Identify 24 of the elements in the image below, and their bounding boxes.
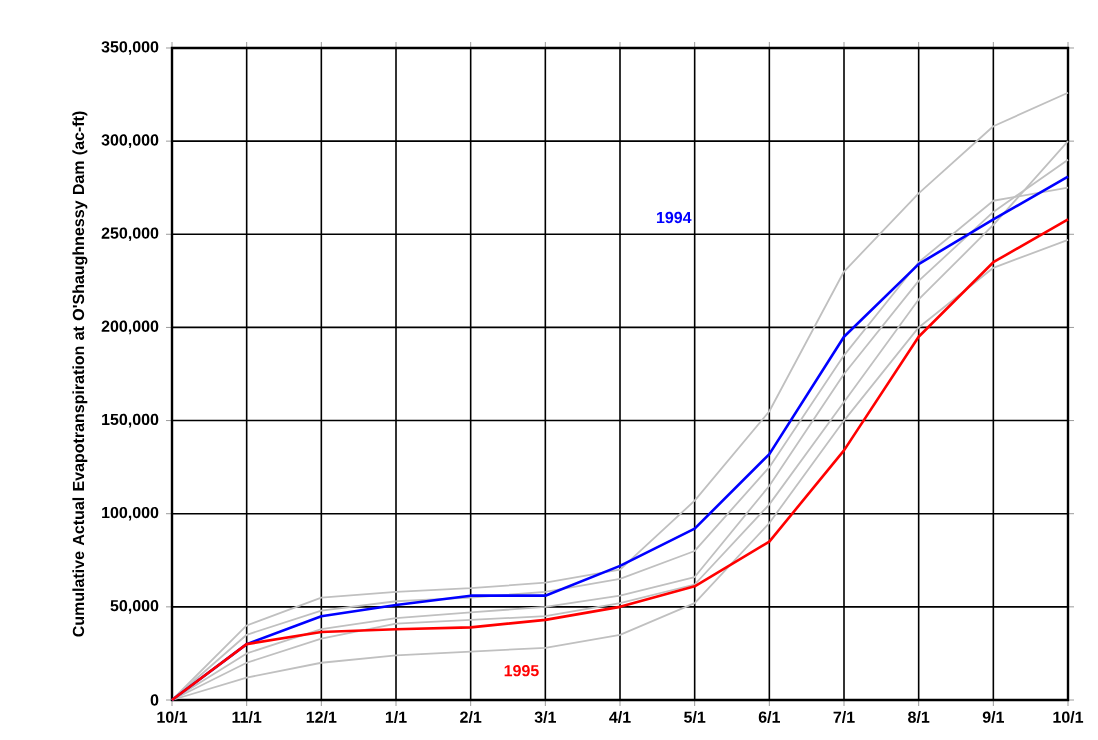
text: 1995 [504,665,539,677]
x-tick-label: 2/1 [460,711,482,723]
x-tick-label: 3/1 [534,711,556,723]
y-tick-label: 100,000 [102,506,159,521]
y-tick-label: 350,000 [101,41,159,55]
x-tick-label: 12/1 [306,711,337,723]
x-tick-label: 11/1 [232,711,262,723]
y-tick-label: 300,000 [101,134,159,148]
x-tick-label: 5/1 [684,711,706,723]
y-tick-label: 50,000 [110,600,159,614]
y-tick-label: 0 [150,694,159,706]
x-tick-label: 10/1 [157,711,188,723]
x-tick-label: 1/1 [385,711,407,723]
y-tick-label: 250,000 [101,227,159,242]
x-tick-label: 6/1 [758,711,780,723]
y-tick-label: 150,000 [102,413,159,428]
text: 1994 [656,211,692,224]
x-tick-label: 10/1 [1053,711,1084,723]
x-tick-label: 7/1 [833,711,855,723]
x-tick-label: 8/1 [908,711,930,723]
x-tick-label: 9/1 [982,711,1004,723]
y-tick-label: 200,000 [101,320,159,335]
x-tick-label: 4/1 [609,711,631,723]
y-axis-title: Cumulative Actual Evapotranspiration at O'Shaughnessy Dam (ac-ft) [72,111,88,637]
